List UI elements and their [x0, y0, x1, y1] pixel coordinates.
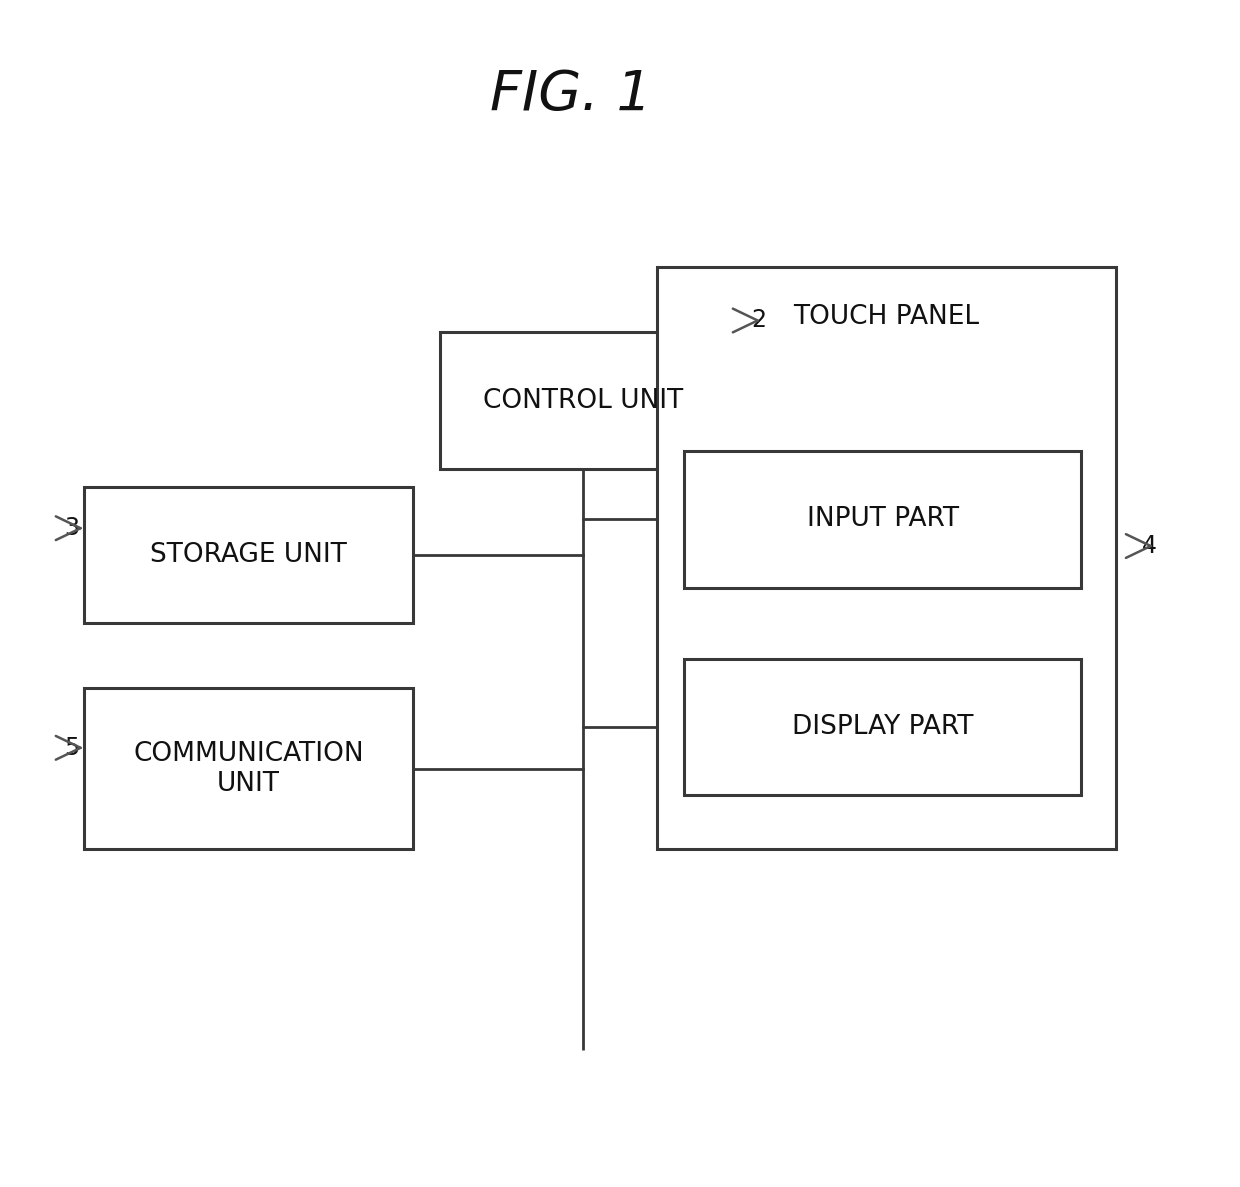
Text: TOUCH PANEL: TOUCH PANEL [794, 304, 980, 330]
Text: 5: 5 [64, 736, 79, 760]
Text: CONTROL UNIT: CONTROL UNIT [482, 388, 683, 413]
Text: 4: 4 [1142, 534, 1157, 558]
Text: STORAGE UNIT: STORAGE UNIT [150, 542, 347, 567]
Bar [684, 451, 1081, 588]
Bar [84, 688, 413, 849]
Text: COMMUNICATION
UNIT: COMMUNICATION UNIT [134, 741, 363, 796]
Bar [684, 659, 1081, 795]
Text: FIG. 1: FIG. 1 [490, 69, 651, 121]
Text: INPUT PART: INPUT PART [807, 507, 959, 532]
Bar [84, 487, 413, 623]
Bar [657, 267, 1116, 849]
Text: 3: 3 [64, 516, 79, 540]
Text: DISPLAY PART: DISPLAY PART [792, 715, 973, 740]
Text: 2: 2 [751, 309, 766, 332]
Bar [440, 332, 725, 469]
